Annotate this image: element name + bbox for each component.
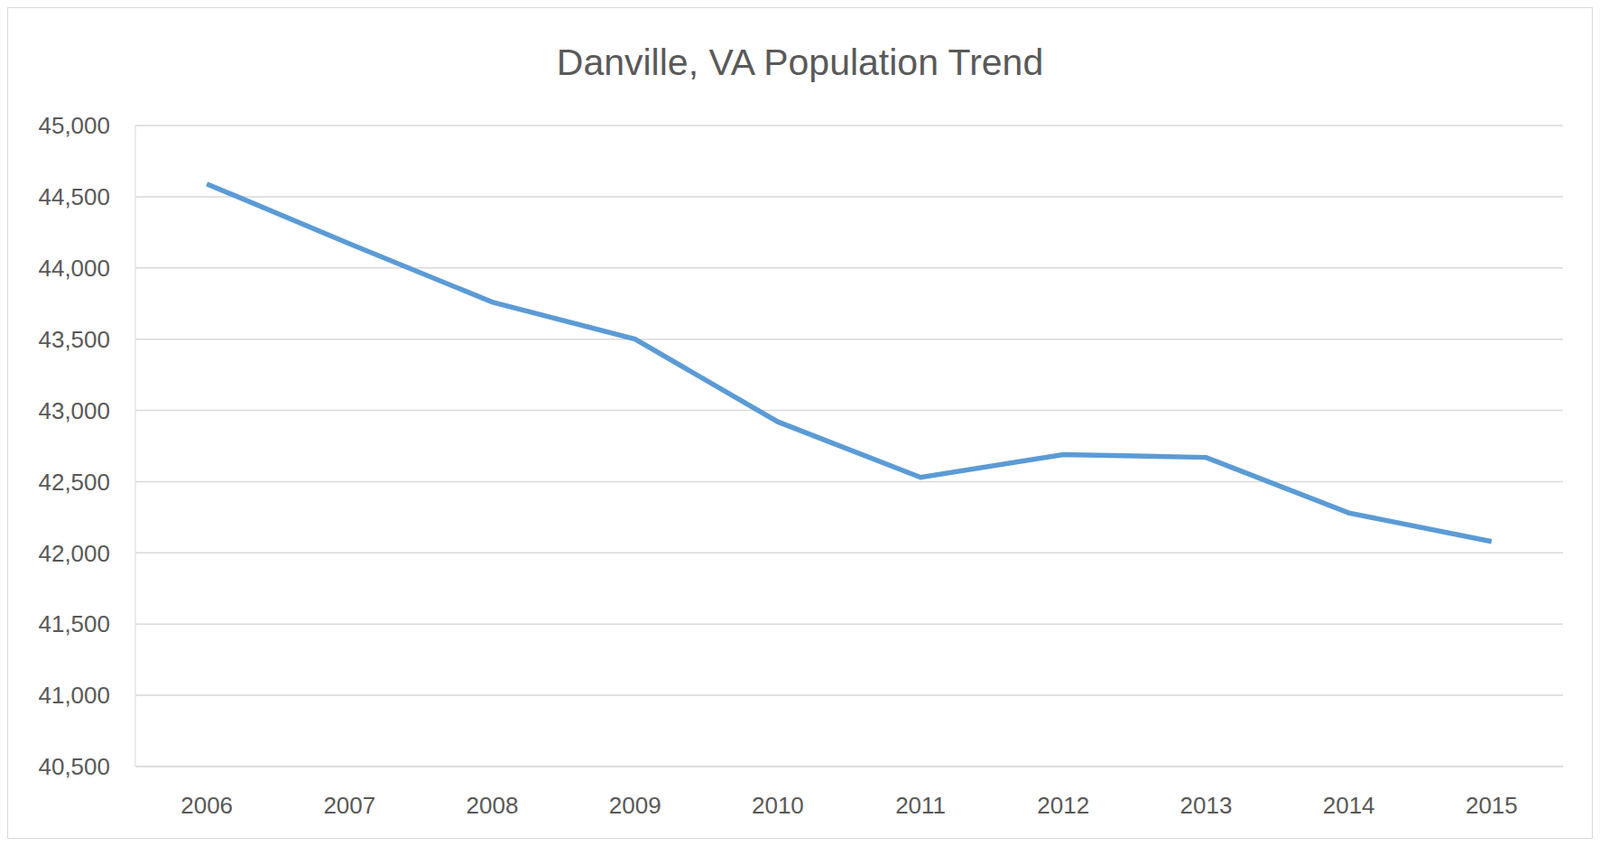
svg-text:2012: 2012 xyxy=(1036,791,1090,819)
svg-text:43,500: 43,500 xyxy=(37,325,111,353)
svg-text:41,500: 41,500 xyxy=(37,610,111,638)
svg-text:41,000: 41,000 xyxy=(37,681,111,709)
svg-text:2010: 2010 xyxy=(751,791,805,819)
svg-text:40,500: 40,500 xyxy=(37,752,111,780)
svg-text:2009: 2009 xyxy=(609,791,662,819)
svg-text:44,000: 44,000 xyxy=(37,254,111,282)
svg-text:44,500: 44,500 xyxy=(37,183,111,211)
svg-text:2014: 2014 xyxy=(1322,791,1376,819)
html-text:Danville, VA Population Trend: Danville, VA Population Trend xyxy=(556,41,1044,84)
svg-text:2007: 2007 xyxy=(323,791,376,819)
svg-text:2006: 2006 xyxy=(180,791,233,819)
svg-text:42,500: 42,500 xyxy=(37,468,111,496)
svg-text:2013: 2013 xyxy=(1180,791,1233,819)
svg-text:43,000: 43,000 xyxy=(37,397,111,425)
svg-text:42,000: 42,000 xyxy=(37,539,111,567)
svg-text:2008: 2008 xyxy=(466,791,519,819)
svg-text:2011: 2011 xyxy=(895,791,946,819)
svg-text:45,000: 45,000 xyxy=(37,111,111,139)
svg-text:2015: 2015 xyxy=(1465,791,1518,819)
